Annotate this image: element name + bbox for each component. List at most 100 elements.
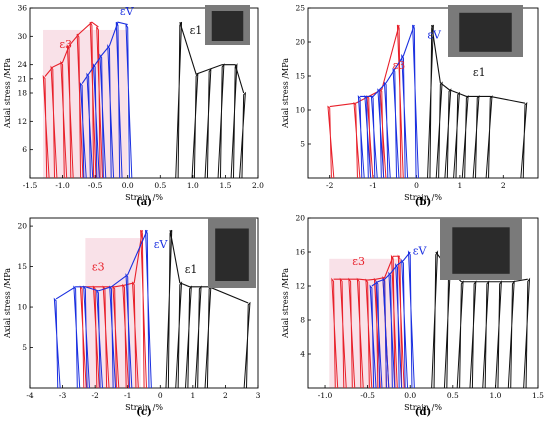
y-tick-label: 10	[17, 303, 27, 312]
cycle-loop	[412, 24, 419, 179]
x-tick-label: 2	[223, 391, 228, 400]
panel-c: -4 -3 -2 -1 0 1 2 3 5 10 15 20 Strain /% Axial stress…	[3, 217, 261, 418]
specimen-block	[459, 12, 512, 52]
cycle-loop	[79, 82, 87, 179]
y-tick-label: 5	[22, 343, 27, 352]
envelope-line	[333, 255, 400, 281]
cycle-loop	[370, 95, 378, 179]
annotation-e1: ε1	[185, 263, 198, 276]
x-tick-label: -1	[369, 181, 376, 190]
y-tick-label: 12	[295, 282, 305, 291]
x-tick-label: 0.5	[447, 391, 459, 400]
cycle-loop	[175, 281, 183, 389]
envelope-line	[169, 230, 249, 304]
cycle-loop	[520, 102, 528, 179]
cycle-loop	[122, 283, 130, 389]
cycle-loop	[96, 26, 104, 179]
y-tick-label: 15	[295, 72, 305, 81]
y-tick-label: 20	[295, 214, 305, 223]
x-tick-label: 0.0	[404, 391, 416, 400]
y-tick-label: 18	[17, 89, 27, 98]
x-tick-label: -0.5	[88, 181, 103, 190]
panel-label: (a)	[136, 197, 152, 208]
cycle-loop	[230, 63, 238, 179]
plot-frame	[307, 217, 539, 389]
y-tick-label: 12	[17, 117, 27, 126]
x-tick-label: 1.0	[489, 391, 501, 400]
cycle-loop	[469, 280, 477, 389]
series-e1	[431, 250, 531, 389]
specimen-block	[211, 11, 244, 41]
x-tick-label: -1.0	[318, 391, 333, 400]
y-tick-label: 6	[22, 145, 27, 154]
series-e3	[42, 21, 104, 179]
cycle-loop	[461, 95, 469, 179]
envelope-line	[81, 21, 128, 84]
x-tick-label: 1.5	[219, 181, 231, 190]
cycle-loop	[79, 285, 87, 389]
y-tick-label: 30	[17, 32, 27, 41]
y-tick-label: 10	[295, 106, 305, 115]
cycle-loop	[73, 285, 81, 389]
x-axis-label: Strain /%	[404, 193, 442, 202]
cycle-loop	[356, 277, 364, 389]
annotation-e1: ε1	[473, 66, 486, 79]
y-tick-label: 16	[295, 248, 305, 257]
shaded-band	[329, 258, 398, 388]
specimen-block	[452, 227, 510, 274]
x-tick-label: 1.5	[532, 391, 544, 400]
x-tick-label: -0.5	[360, 391, 375, 400]
series-e1	[175, 21, 246, 179]
envelope-line	[329, 24, 400, 108]
cycle-loop	[453, 91, 461, 179]
x-tick-label: 1.0	[187, 181, 199, 190]
x-tick-label: 2.0	[252, 181, 264, 190]
y-tick-label: 4	[300, 350, 305, 359]
cycle-loop	[145, 229, 152, 389]
y-tick-label: 24	[17, 60, 27, 69]
series-ev	[357, 24, 419, 179]
shaded-band	[43, 29, 128, 179]
x-tick-label: -1.0	[55, 181, 70, 190]
envelope-line	[55, 229, 148, 300]
x-tick-label: 0.5	[154, 181, 166, 190]
cycle-loop	[96, 289, 104, 389]
cycle-loop	[140, 229, 147, 389]
cycle-loop	[184, 285, 192, 389]
y-tick-label: 15	[17, 262, 27, 271]
cycle-loop	[102, 285, 110, 389]
series-e1	[165, 229, 251, 389]
cycle-loop	[507, 280, 515, 389]
cycle-loop	[427, 24, 434, 179]
envelope-line	[360, 24, 415, 97]
x-tick-label: -2	[91, 391, 99, 400]
cycle-loop	[472, 95, 480, 179]
cycle-loop	[83, 285, 90, 389]
cycle-loop	[53, 297, 61, 389]
x-tick-label: -1.5	[23, 181, 38, 190]
panel-label: (b)	[415, 197, 431, 208]
x-tick-label: 0.0	[122, 181, 134, 190]
annotation-e3: ε3	[59, 38, 72, 51]
cycle-loop	[191, 72, 199, 179]
series-e3	[79, 229, 147, 389]
cycle-loop	[353, 102, 361, 179]
x-tick-label: 3	[256, 391, 261, 400]
x-axis-label: Strain /%	[125, 193, 163, 202]
cycle-loop	[131, 281, 139, 389]
cycle-loop	[339, 277, 347, 389]
cycle-loop	[125, 24, 133, 179]
plot-frame	[307, 7, 539, 179]
cycle-loop	[407, 250, 415, 389]
cycle-loop	[485, 95, 493, 179]
annotation-e3: ε3	[92, 261, 105, 274]
cycle-loop	[217, 63, 225, 179]
y-tick-label: 8	[300, 316, 305, 325]
panel-a: -1.5 -1.0 -0.5 0.0 0.5 1.0 1.5 2.0 6 12 18 21 24 30 36…	[3, 4, 264, 209]
cycle-loop	[89, 21, 97, 179]
cycle-loop	[348, 277, 356, 389]
annotation-e3: ε3	[352, 255, 365, 268]
cycle-loop	[456, 280, 464, 389]
annotation-ev: εV	[413, 245, 428, 258]
cycle-loop	[357, 95, 365, 179]
